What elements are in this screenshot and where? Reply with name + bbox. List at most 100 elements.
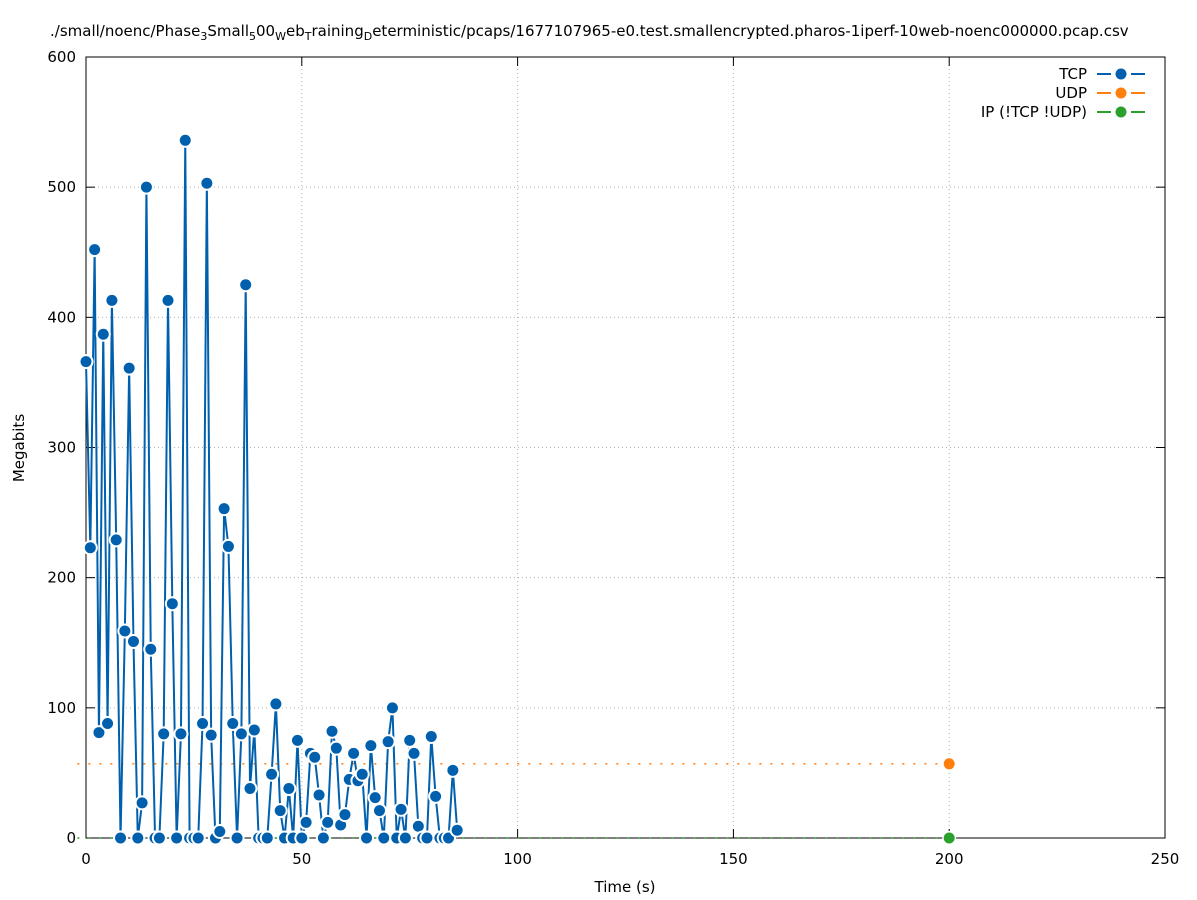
title-part: D [364,30,372,43]
y-tick-label: 500 [47,178,76,196]
chart-title: ./small/noenc/Phase3Small500WebTrainingD… [50,22,1129,43]
point-tcp [322,816,334,828]
point-tcp [378,832,390,844]
series-line-tcp [85,140,459,842]
point-tcp [408,747,420,759]
point-tcp [175,728,187,740]
series-tcp [78,132,465,846]
point-tcp [270,698,282,710]
point-tcp [197,717,209,729]
y-tick-label: 600 [47,48,76,66]
point-tcp [171,832,183,844]
point-tcp [235,728,247,740]
point-tcp [412,820,424,832]
point-tcp [240,279,252,291]
point-tcp [84,542,96,554]
point-tcp [123,362,135,374]
point-tcp [291,734,303,746]
point-tcp [106,294,118,306]
point-tcp [447,764,459,776]
point-tcp [261,832,273,844]
title-part: 5 [249,30,256,43]
point-tcp [266,768,278,780]
series-layer [77,132,957,846]
point-tcp [89,244,101,256]
y-tick-label: 0 [66,829,76,847]
point-tcp [361,832,373,844]
point-tcp [93,727,105,739]
point-tcp [326,725,338,737]
point-tcp [179,134,191,146]
point-tcp [166,598,178,610]
legend-marker-tcp [1115,68,1127,80]
point-tcp [300,816,312,828]
title-part: raining [311,22,363,40]
point-tcp [115,832,127,844]
point-tcp [356,768,368,780]
point-tcp [222,540,234,552]
point-tcp [395,803,407,815]
title-part: 00 [256,22,275,40]
point-tcp [218,503,230,515]
point-tcp [127,635,139,647]
point-tcp [386,702,398,714]
point-tcp [158,728,170,740]
point-tcp [97,328,109,340]
title-part: W [275,30,286,43]
title-part: T [304,30,312,43]
legend-marker-udp [1115,87,1127,99]
point-tcp [119,625,131,637]
point-tcp [192,832,204,844]
x-axis-label: Time (s) [594,878,656,896]
point-tcp [80,356,92,368]
point-tcp [399,832,411,844]
y-tick-label: 100 [47,699,76,717]
point-tcp [369,792,381,804]
point-tcp [110,534,122,546]
point-tcp [283,783,295,795]
point-tcp [365,740,377,752]
point-tcp [451,824,463,836]
point-tcp [317,832,329,844]
point-tcp [425,730,437,742]
point-ip [943,832,955,844]
legend-label-tcp: TCP [1058,65,1087,83]
point-tcp [214,825,226,837]
point-tcp [274,805,286,817]
y-tick-label: 300 [47,439,76,457]
point-tcp [296,832,308,844]
point-tcp [153,832,165,844]
point-tcp [231,832,243,844]
axes: 0 100 200 300 400 500 600 0 50 100 150 200 250 [47,48,1179,868]
point-tcp [140,181,152,193]
point-tcp [382,736,394,748]
point-tcp [443,832,455,844]
point-tcp [145,643,157,655]
point-tcp [348,747,360,759]
x-tick-label: 250 [1151,850,1180,868]
x-tick-label: 100 [503,850,532,868]
point-tcp [244,783,256,795]
point-tcp [404,734,416,746]
point-tcp [335,819,347,831]
legend-label-ip: IP (!TCP !UDP) [981,103,1087,121]
point-tcp [373,805,385,817]
point-tcp [421,832,433,844]
point-tcp [313,789,325,801]
point-udp [943,758,955,770]
x-tick-label: 200 [935,850,964,868]
y-tick-label: 400 [47,308,76,326]
title-part: eb [286,22,305,40]
point-tcp [248,724,260,736]
point-tcp [430,790,442,802]
y-axis-label: Megabits [10,414,28,482]
legend-label-udp: UDP [1055,84,1087,102]
title-part: 3 [200,30,207,43]
y-tick-label: 200 [47,569,76,587]
point-tcp [309,751,321,763]
title-part: ./small/noenc/Phase [50,22,200,40]
title-part: mall [217,22,249,40]
point-tcp [102,717,114,729]
legend-marker-ip [1115,106,1127,118]
